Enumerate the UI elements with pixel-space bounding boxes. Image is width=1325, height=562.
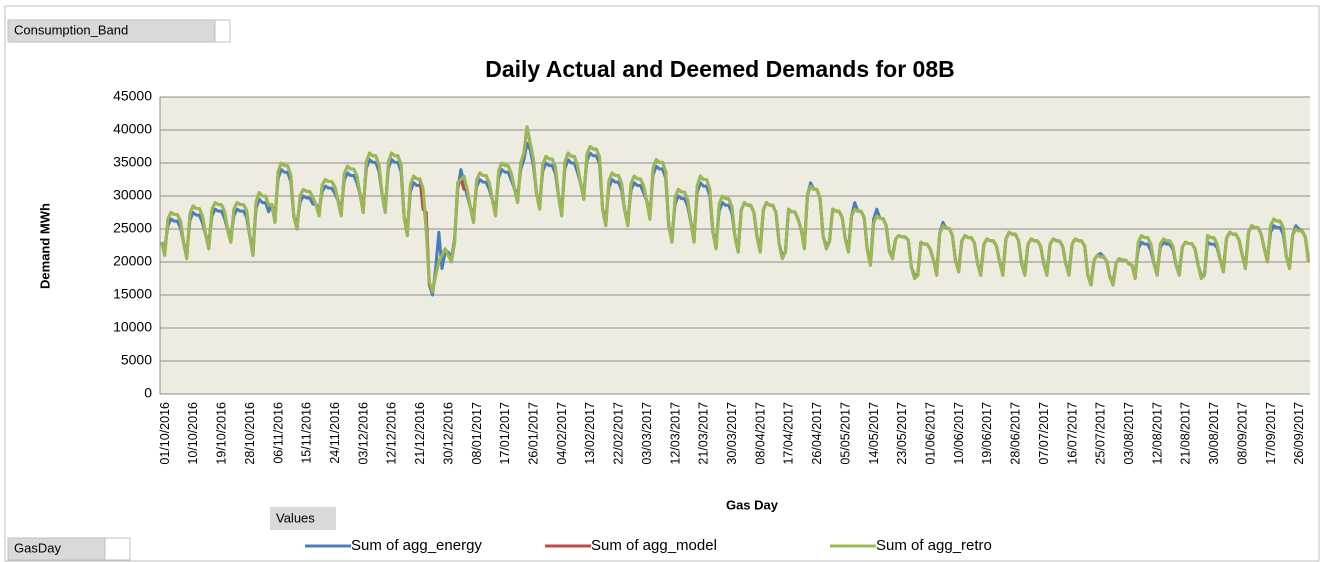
x-tick-label: 14/05/2017 xyxy=(867,402,881,465)
y-tick-label: 20000 xyxy=(113,253,152,269)
legend-item: Sum of agg_model xyxy=(545,537,717,554)
x-tick-label: 12/08/2017 xyxy=(1150,402,1164,465)
y-tick-label: 30000 xyxy=(113,187,152,203)
x-tick-label: 10/10/2016 xyxy=(186,402,200,465)
x-tick-label: 08/01/2017 xyxy=(470,402,484,465)
x-tick-label: 24/11/2016 xyxy=(328,402,342,464)
dropdown[interactable] xyxy=(104,537,131,561)
button-label: GasDay xyxy=(14,540,61,555)
button-label: Consumption_Band xyxy=(14,22,128,37)
x-tick-label: 23/05/2017 xyxy=(895,402,909,465)
x-tick-label: 01/10/2016 xyxy=(158,402,172,465)
x-axis-label: Gas Day xyxy=(726,497,779,512)
x-tick-label: 30/08/2017 xyxy=(1207,402,1221,465)
x-tick-label: 21/08/2017 xyxy=(1179,402,1193,465)
x-tick-label: 28/06/2017 xyxy=(1009,402,1023,465)
y-axis-label: Demand MWh xyxy=(37,203,52,289)
x-tick-label: 03/12/2016 xyxy=(356,402,370,465)
x-tick-label: 06/11/2016 xyxy=(271,402,285,464)
legend-label: Sum of agg_model xyxy=(591,537,717,554)
x-tick-label: 08/09/2017 xyxy=(1235,402,1249,465)
y-tick-label: 15000 xyxy=(113,286,152,302)
chart-title: Daily Actual and Deemed Demands for 08B xyxy=(485,56,955,82)
x-tick-label: 17/04/2017 xyxy=(782,402,796,465)
x-tick-label: 26/01/2017 xyxy=(527,402,541,465)
legend-item: Sum of agg_retro xyxy=(830,537,992,554)
x-tick-label: 21/03/2017 xyxy=(697,402,711,465)
y-tick-label: 40000 xyxy=(113,121,152,137)
legend-label: Sum of agg_retro xyxy=(876,537,992,554)
x-tick-label: 26/04/2017 xyxy=(810,402,824,465)
series-line xyxy=(160,125,1310,294)
y-tick-label: 10000 xyxy=(113,319,152,335)
y-tick-label: 45000 xyxy=(113,88,152,104)
x-tick-label: 30/03/2017 xyxy=(725,402,739,465)
x-tick-label: 19/06/2017 xyxy=(980,402,994,465)
x-tick-label: 17/09/2017 xyxy=(1264,402,1278,465)
dropdown[interactable] xyxy=(214,19,231,43)
legend-item: Sum of agg_energy xyxy=(305,537,482,554)
plot-area xyxy=(160,97,1310,394)
filter-button[interactable]: Consumption_Band xyxy=(7,19,231,43)
x-tick-label: 16/07/2017 xyxy=(1065,402,1079,465)
legend-label: Sum of agg_energy xyxy=(351,537,482,554)
x-tick-label: 10/06/2017 xyxy=(952,402,966,465)
y-tick-label: 5000 xyxy=(121,352,152,368)
x-tick-label: 21/12/2016 xyxy=(413,402,427,465)
x-tick-label: 15/11/2016 xyxy=(300,402,314,464)
y-tick-label: 25000 xyxy=(113,220,152,236)
x-tick-label: 04/02/2017 xyxy=(555,402,569,465)
x-tick-label: 07/07/2017 xyxy=(1037,402,1051,465)
y-tick-label: 0 xyxy=(144,385,152,401)
x-tick-label: 01/06/2017 xyxy=(923,402,937,465)
x-tick-label: 05/05/2017 xyxy=(838,402,852,465)
x-tick-label: 28/10/2016 xyxy=(243,402,257,465)
x-tick-label: 12/03/2017 xyxy=(668,402,682,465)
x-tick-label: 13/02/2017 xyxy=(583,402,597,465)
x-tick-label: 22/02/2017 xyxy=(612,402,626,465)
x-tick-label: 08/04/2017 xyxy=(753,402,767,465)
x-tick-label: 17/01/2017 xyxy=(498,402,512,465)
y-tick-label: 35000 xyxy=(113,154,152,170)
x-tick-label: 26/09/2017 xyxy=(1292,402,1306,465)
x-tick-label: 25/07/2017 xyxy=(1094,402,1108,465)
x-tick-label: 12/12/2016 xyxy=(385,402,399,465)
x-tick-label: 30/12/2016 xyxy=(441,402,455,465)
button-bg xyxy=(270,507,336,530)
x-tick-label: 03/03/2017 xyxy=(640,402,654,465)
axis-button[interactable]: GasDay xyxy=(7,537,131,561)
values-button[interactable]: Values xyxy=(270,507,336,530)
button-label: Values xyxy=(276,510,315,525)
x-tick-label: 19/10/2016 xyxy=(215,402,229,465)
x-tick-label: 03/08/2017 xyxy=(1122,402,1136,465)
